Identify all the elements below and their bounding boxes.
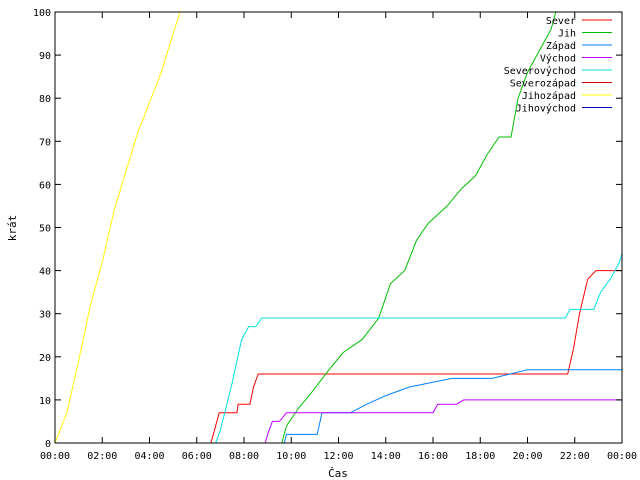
y-tick-label: 0: [45, 439, 51, 450]
y-tick-label: 90: [39, 51, 51, 62]
series-line-6: [54, 11, 181, 444]
x-tick-label: 20:00: [512, 451, 542, 462]
y-tick-label: 20: [39, 353, 51, 364]
legend-label: Sever: [546, 16, 576, 27]
series-line-1: [55, 11, 557, 444]
y-tick-label: 70: [39, 137, 51, 148]
legend-label: Jihozápad: [522, 90, 576, 102]
x-tick-label: 06:00: [182, 451, 212, 462]
x-axis: 00:00 02:00 04:00 06:00 08:00 10:00 12:00 14:00…: [40, 12, 637, 462]
legend-label: Jih: [558, 29, 576, 40]
x-tick-label: 08:00: [229, 451, 259, 462]
x-tick-label: 14:00: [371, 451, 401, 462]
x-tick-label: 02:00: [87, 451, 117, 462]
x-tick-label: 00:00: [607, 451, 637, 462]
legend: Sever JihZápadVýchodSeverovýchodSeverozáp…: [504, 16, 612, 115]
y-tick-label: 30: [39, 310, 51, 321]
legend-label: Jihovýchod: [516, 103, 576, 115]
legend-label: Západ: [546, 40, 576, 52]
x-tick-label: 00:00: [40, 451, 70, 462]
plot-lines: [54, 11, 623, 444]
y-tick-label: 80: [39, 94, 51, 105]
x-tick-label: 18:00: [465, 451, 495, 462]
y-tick-label: 40: [39, 267, 51, 278]
x-tick-label: 04:00: [134, 451, 164, 462]
x-axis-title: Čas: [328, 467, 348, 480]
legend-label: Severozápad: [510, 78, 576, 90]
x-tick-label: 22:00: [560, 451, 590, 462]
series-line-3: [55, 399, 622, 444]
y-tick-label: 100: [33, 8, 51, 19]
series-line-2: [55, 369, 622, 444]
x-tick-label: 10:00: [276, 451, 306, 462]
series-line-0: [55, 270, 622, 444]
y-axis-title: krát: [6, 215, 19, 242]
x-tick-label: 16:00: [418, 451, 448, 462]
legend-label: Severovýchod: [504, 65, 576, 77]
y-tick-label: 60: [39, 180, 51, 191]
y-axis: 0 10 20 30 40 50 60 70 80 90 100: [33, 8, 622, 450]
series-line-4: [55, 253, 623, 444]
y-tick-label: 10: [39, 396, 51, 407]
x-tick-label: 12:00: [323, 451, 353, 462]
y-tick-label: 50: [39, 224, 51, 235]
legend-label: Východ: [540, 53, 576, 65]
